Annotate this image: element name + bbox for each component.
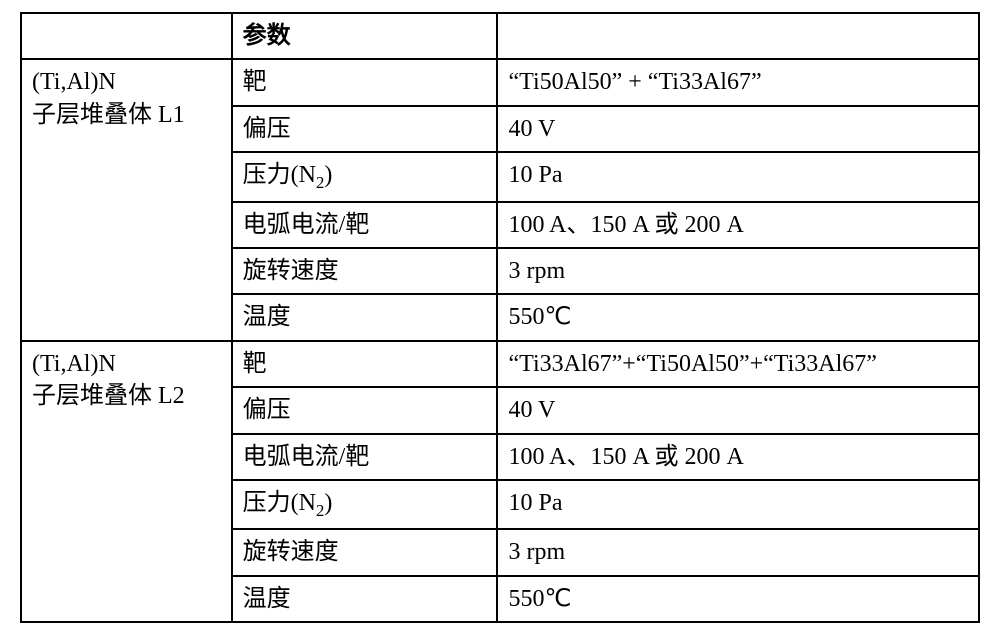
- param-name-cell: 旋转速度: [232, 529, 498, 575]
- param-value-cell: 10 Pa: [497, 152, 979, 201]
- param-name-cell: 压力(N2): [232, 152, 498, 201]
- parameters-table: 参数 (Ti,Al)N 子层堆叠体 L1 靶 “Ti50Al50” + “Ti3…: [20, 12, 980, 623]
- header-cell-blank-left: [21, 13, 232, 59]
- param-name-cell: 温度: [232, 294, 498, 340]
- header-row: 参数: [21, 13, 979, 59]
- param-value-cell: “Ti33Al67”+“Ti50Al50”+“Ti33Al67”: [497, 341, 979, 387]
- group-label-line: (Ti,Al)N: [32, 69, 116, 95]
- param-value-cell: 3 rpm: [497, 248, 979, 294]
- param-value-cell: 3 rpm: [497, 529, 979, 575]
- param-value-cell: 100 A、150 A 或 200 A: [497, 202, 979, 248]
- param-name-cell: 靶: [232, 59, 498, 105]
- param-name-cell: 靶: [232, 341, 498, 387]
- group-label-line: (Ti,Al)N: [32, 351, 116, 377]
- param-value-cell: 10 Pa: [497, 480, 979, 529]
- param-value-cell: 40 V: [497, 106, 979, 152]
- param-value-cell: 100 A、150 A 或 200 A: [497, 434, 979, 480]
- group-label-cell: (Ti,Al)N 子层堆叠体 L1: [21, 59, 232, 340]
- param-name-cell: 旋转速度: [232, 248, 498, 294]
- param-value-cell: 550℃: [497, 576, 979, 622]
- group-label-line: 子层堆叠体 L1: [32, 102, 185, 128]
- param-value-cell: 550℃: [497, 294, 979, 340]
- group-label-cell: (Ti,Al)N 子层堆叠体 L2: [21, 341, 232, 622]
- table-row: (Ti,Al)N 子层堆叠体 L2 靶 “Ti33Al67”+“Ti50Al50…: [21, 341, 979, 387]
- header-cell-params: 参数: [232, 13, 498, 59]
- group-label-line: 子层堆叠体 L2: [32, 383, 185, 409]
- param-name-cell: 偏压: [232, 106, 498, 152]
- param-value-cell: 40 V: [497, 387, 979, 433]
- table-row: (Ti,Al)N 子层堆叠体 L1 靶 “Ti50Al50” + “Ti33Al…: [21, 59, 979, 105]
- param-value-cell: “Ti50Al50” + “Ti33Al67”: [497, 59, 979, 105]
- header-cell-blank-right: [497, 13, 979, 59]
- param-name-cell: 偏压: [232, 387, 498, 433]
- param-name-cell: 电弧电流/靶: [232, 202, 498, 248]
- param-name-cell: 压力(N2): [232, 480, 498, 529]
- param-name-cell: 电弧电流/靶: [232, 434, 498, 480]
- param-name-cell: 温度: [232, 576, 498, 622]
